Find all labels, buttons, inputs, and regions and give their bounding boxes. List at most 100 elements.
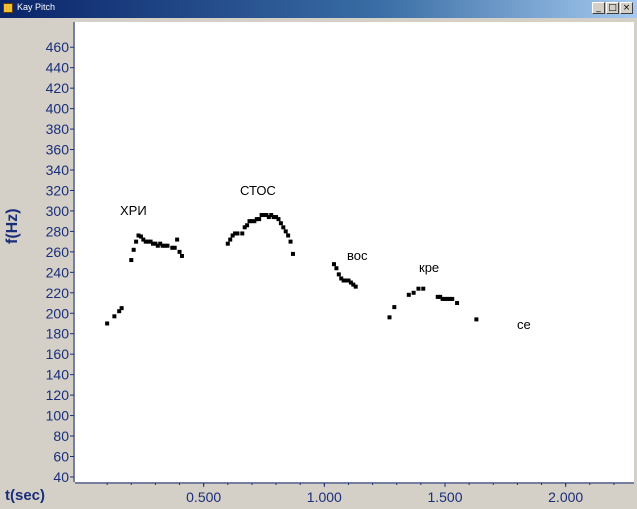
pitch-point bbox=[146, 239, 151, 244]
pitch-point bbox=[129, 258, 134, 263]
pitch-point bbox=[175, 237, 180, 242]
pitch-point bbox=[351, 282, 356, 287]
pitch-point bbox=[112, 314, 117, 319]
pitch-point bbox=[240, 231, 245, 236]
pitch-point bbox=[230, 233, 235, 238]
y-tick-label: 160 bbox=[46, 346, 70, 362]
pitch-point bbox=[438, 294, 443, 299]
pitch-point bbox=[257, 217, 262, 222]
pitch-point bbox=[119, 306, 124, 311]
pitch-point bbox=[172, 245, 177, 250]
pitch-point bbox=[254, 217, 259, 222]
pitch-point bbox=[136, 233, 141, 238]
y-tick-label: 320 bbox=[46, 182, 70, 198]
pitch-point bbox=[288, 239, 293, 244]
pitch-point bbox=[264, 213, 269, 218]
pitch-point bbox=[276, 217, 281, 222]
y-tick-label: 360 bbox=[46, 142, 70, 158]
y-axis: 40 60 80 100 120 140 160 180 200 220 240 260 280 300 3… bbox=[46, 22, 75, 485]
pitch-point bbox=[266, 215, 271, 220]
syllable-label-1: ХРИ bbox=[120, 203, 147, 218]
pitch-point bbox=[406, 292, 411, 297]
pitch-point bbox=[440, 296, 445, 301]
pitch-point bbox=[245, 223, 250, 228]
pitch-point bbox=[416, 286, 421, 291]
pitch-point bbox=[278, 221, 283, 226]
title-bar[interactable]: Kay Pitch _ □ × bbox=[0, 0, 637, 18]
pitch-point bbox=[105, 321, 110, 326]
close-button[interactable]: × bbox=[620, 2, 633, 14]
pitch-plot-area[interactable]: ХРИ СТОС вос кре се bbox=[75, 22, 634, 482]
y-tick-label: 380 bbox=[46, 121, 70, 137]
app-icon bbox=[3, 3, 13, 13]
y-tick-label: 220 bbox=[46, 285, 70, 301]
y-tick-label: 180 bbox=[46, 326, 70, 342]
y-tick-label: 200 bbox=[46, 305, 70, 321]
pitch-point bbox=[225, 241, 230, 246]
pitch-point bbox=[447, 296, 452, 301]
x-axis: 0.500 1.000 1.500 2.000 bbox=[75, 482, 634, 505]
pitch-point bbox=[387, 315, 392, 320]
pitch-point bbox=[346, 278, 351, 283]
syllable-label-3: вос bbox=[347, 248, 368, 263]
y-tick-label: 100 bbox=[46, 408, 70, 424]
pitch-chart bbox=[105, 213, 479, 326]
pitch-point bbox=[474, 317, 479, 322]
pitch-point bbox=[177, 249, 182, 254]
pitch-point bbox=[163, 243, 168, 248]
minimize-button[interactable]: _ bbox=[592, 2, 605, 14]
y-tick-label: 80 bbox=[53, 428, 69, 444]
y-tick-label: 460 bbox=[46, 39, 70, 55]
x-tick-label: 0.500 bbox=[186, 489, 221, 505]
y-tick-label: 40 bbox=[53, 469, 69, 485]
pitch-point bbox=[179, 253, 184, 258]
pitch-point bbox=[455, 301, 460, 306]
pitch-point bbox=[170, 245, 175, 250]
pitch-point bbox=[269, 213, 274, 218]
pitch-point bbox=[262, 213, 266, 218]
pitch-point bbox=[341, 278, 346, 283]
pitch-point bbox=[165, 243, 170, 248]
y-tick-label: 120 bbox=[46, 387, 70, 403]
y-tick-label: 240 bbox=[46, 264, 70, 280]
pitch-point bbox=[283, 229, 288, 234]
y-tick-label: 60 bbox=[53, 448, 69, 464]
x-tick-label: 1.000 bbox=[307, 489, 342, 505]
y-tick-label: 300 bbox=[46, 203, 70, 219]
pitch-point bbox=[228, 237, 233, 242]
pitch-point bbox=[153, 241, 158, 246]
pitch-point bbox=[131, 247, 136, 252]
pitch-point bbox=[233, 231, 238, 236]
window-title: Kay Pitch bbox=[17, 2, 56, 12]
pitch-point bbox=[445, 296, 450, 301]
x-tick-label: 2.000 bbox=[548, 489, 583, 505]
pitch-point bbox=[141, 237, 146, 242]
pitch-point bbox=[155, 243, 160, 248]
y-tick-label: 340 bbox=[46, 162, 70, 178]
pitch-point bbox=[148, 239, 153, 244]
pitch-point bbox=[392, 305, 397, 310]
x-tick-label: 1.500 bbox=[427, 489, 462, 505]
pitch-point bbox=[134, 239, 139, 244]
y-tick-label: 140 bbox=[46, 367, 70, 383]
y-tick-label: 400 bbox=[46, 101, 70, 117]
pitch-point bbox=[252, 219, 257, 224]
y-tick-label: 280 bbox=[46, 223, 70, 239]
pitch-point bbox=[344, 278, 349, 283]
pitch-point bbox=[411, 290, 416, 295]
pitch-point bbox=[443, 296, 447, 301]
pitch-point bbox=[259, 213, 264, 218]
pitch-point bbox=[353, 284, 358, 289]
y-tick-label: 420 bbox=[46, 80, 70, 96]
pitch-point bbox=[334, 266, 339, 271]
pitch-point bbox=[242, 225, 247, 230]
pitch-point bbox=[247, 219, 252, 224]
restore-button[interactable]: □ bbox=[606, 2, 619, 14]
pitch-point bbox=[421, 286, 426, 291]
syllable-label-4: кре bbox=[419, 260, 440, 275]
pitch-point bbox=[348, 280, 353, 285]
pitch-point bbox=[235, 231, 240, 236]
pitch-point bbox=[150, 241, 155, 246]
pitch-point bbox=[286, 233, 291, 238]
